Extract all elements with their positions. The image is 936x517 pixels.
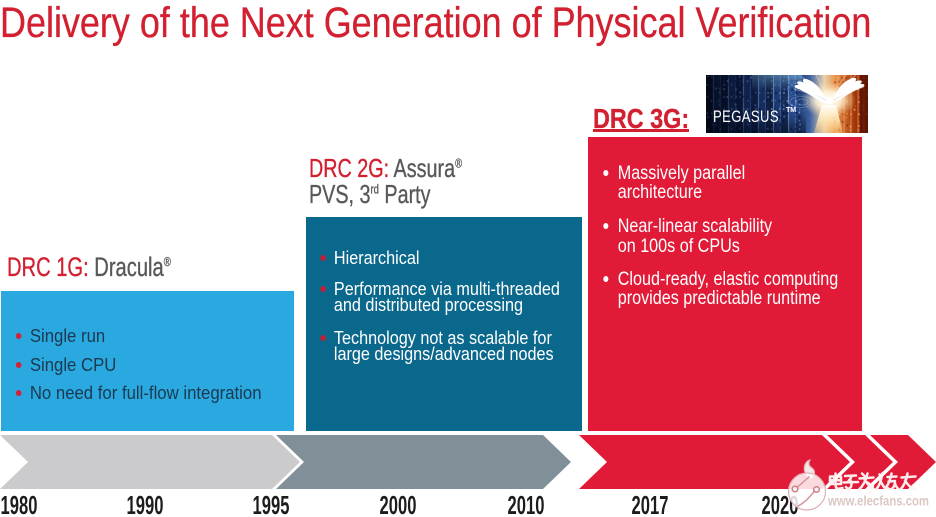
svg-text:www.elecfans.com: www.elecfans.com	[827, 494, 929, 509]
svg-text:PEGASUS: PEGASUS	[713, 108, 779, 126]
svg-text:TM: TM	[786, 107, 796, 114]
